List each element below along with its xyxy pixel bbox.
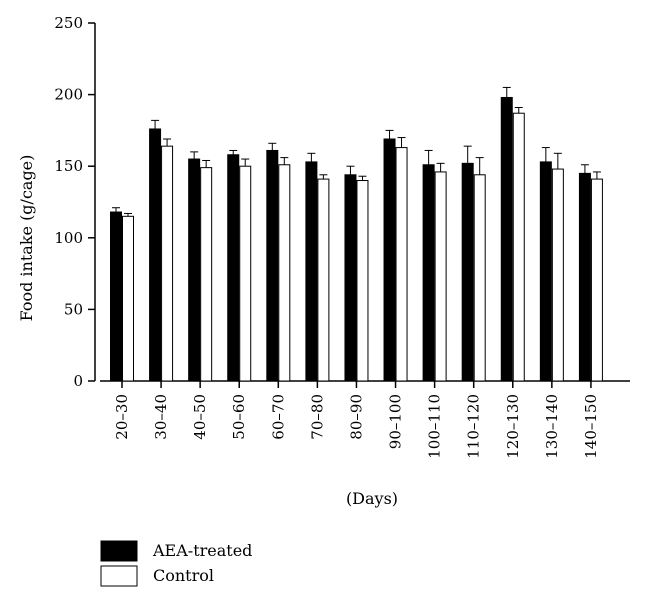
bar-aea-treated xyxy=(227,154,240,382)
x-tick-label: 80–90 xyxy=(347,394,365,440)
bar-control xyxy=(434,171,447,382)
bar-aea-treated xyxy=(383,138,396,382)
bar-control xyxy=(122,215,134,382)
x-tick-label: 110–120 xyxy=(465,394,483,459)
bar-control xyxy=(161,145,174,382)
bar-control xyxy=(356,180,369,382)
y-tick-label: 100 xyxy=(54,229,83,247)
bar-control xyxy=(473,174,486,382)
legend-label: Control xyxy=(153,566,214,585)
bar-aea-treated xyxy=(422,164,435,382)
bar-control xyxy=(200,167,213,382)
bar-aea-treated xyxy=(266,149,279,382)
bar-aea-treated xyxy=(188,158,201,382)
x-tick-label: 90–100 xyxy=(387,394,405,449)
x-axis: 20–30 30–40 40–50 50–60 60–70 70–80 80–90 90–10… xyxy=(100,380,630,459)
x-tick-label: 130–140 xyxy=(543,394,561,459)
y-axis: 0 50 100 150 200 250 xyxy=(54,14,96,390)
x-tick-label: 140–150 xyxy=(582,394,600,459)
y-tick-label: 150 xyxy=(54,157,83,175)
bar-series-group xyxy=(110,86,603,382)
bar-control xyxy=(512,112,525,382)
y-tick-label: 200 xyxy=(54,86,83,104)
x-tick-label: 120–130 xyxy=(504,394,522,459)
bar-aea-treated xyxy=(461,162,474,382)
legend-swatch xyxy=(100,565,138,587)
y-axis-label: Food intake (g/cage) xyxy=(17,155,36,322)
y-tick-label: 0 xyxy=(73,372,83,390)
bar-aea-treated xyxy=(578,172,591,382)
bar-control xyxy=(317,178,330,382)
bar-aea-treated xyxy=(149,128,162,382)
x-axis-label: (Days) xyxy=(346,489,398,508)
x-tick-label: 40–50 xyxy=(191,394,209,440)
x-tick-label: 20–30 xyxy=(113,394,131,440)
x-tick-label: 70–80 xyxy=(308,394,326,440)
x-tick-label: 50–60 xyxy=(230,394,248,440)
legend-swatch xyxy=(100,540,138,562)
bar-aea-treated xyxy=(500,96,513,382)
legend: AEA-treated Control xyxy=(100,540,252,587)
bar-aea-treated xyxy=(305,161,318,382)
bar-control xyxy=(278,164,291,382)
bar-control xyxy=(551,168,564,382)
bar-aea-treated xyxy=(539,161,552,382)
bar-control xyxy=(590,178,603,382)
bar-control xyxy=(395,147,408,382)
bar-aea-treated xyxy=(110,211,122,382)
bar-control xyxy=(239,165,252,382)
y-tick-label: 250 xyxy=(54,14,83,32)
x-tick-label: 100–110 xyxy=(426,394,444,459)
x-tick-label: 60–70 xyxy=(269,394,287,440)
bar-aea-treated xyxy=(344,174,357,382)
x-tick-label: 30–40 xyxy=(152,394,170,440)
y-tick-label: 50 xyxy=(64,300,83,318)
legend-label: AEA-treated xyxy=(152,541,252,560)
